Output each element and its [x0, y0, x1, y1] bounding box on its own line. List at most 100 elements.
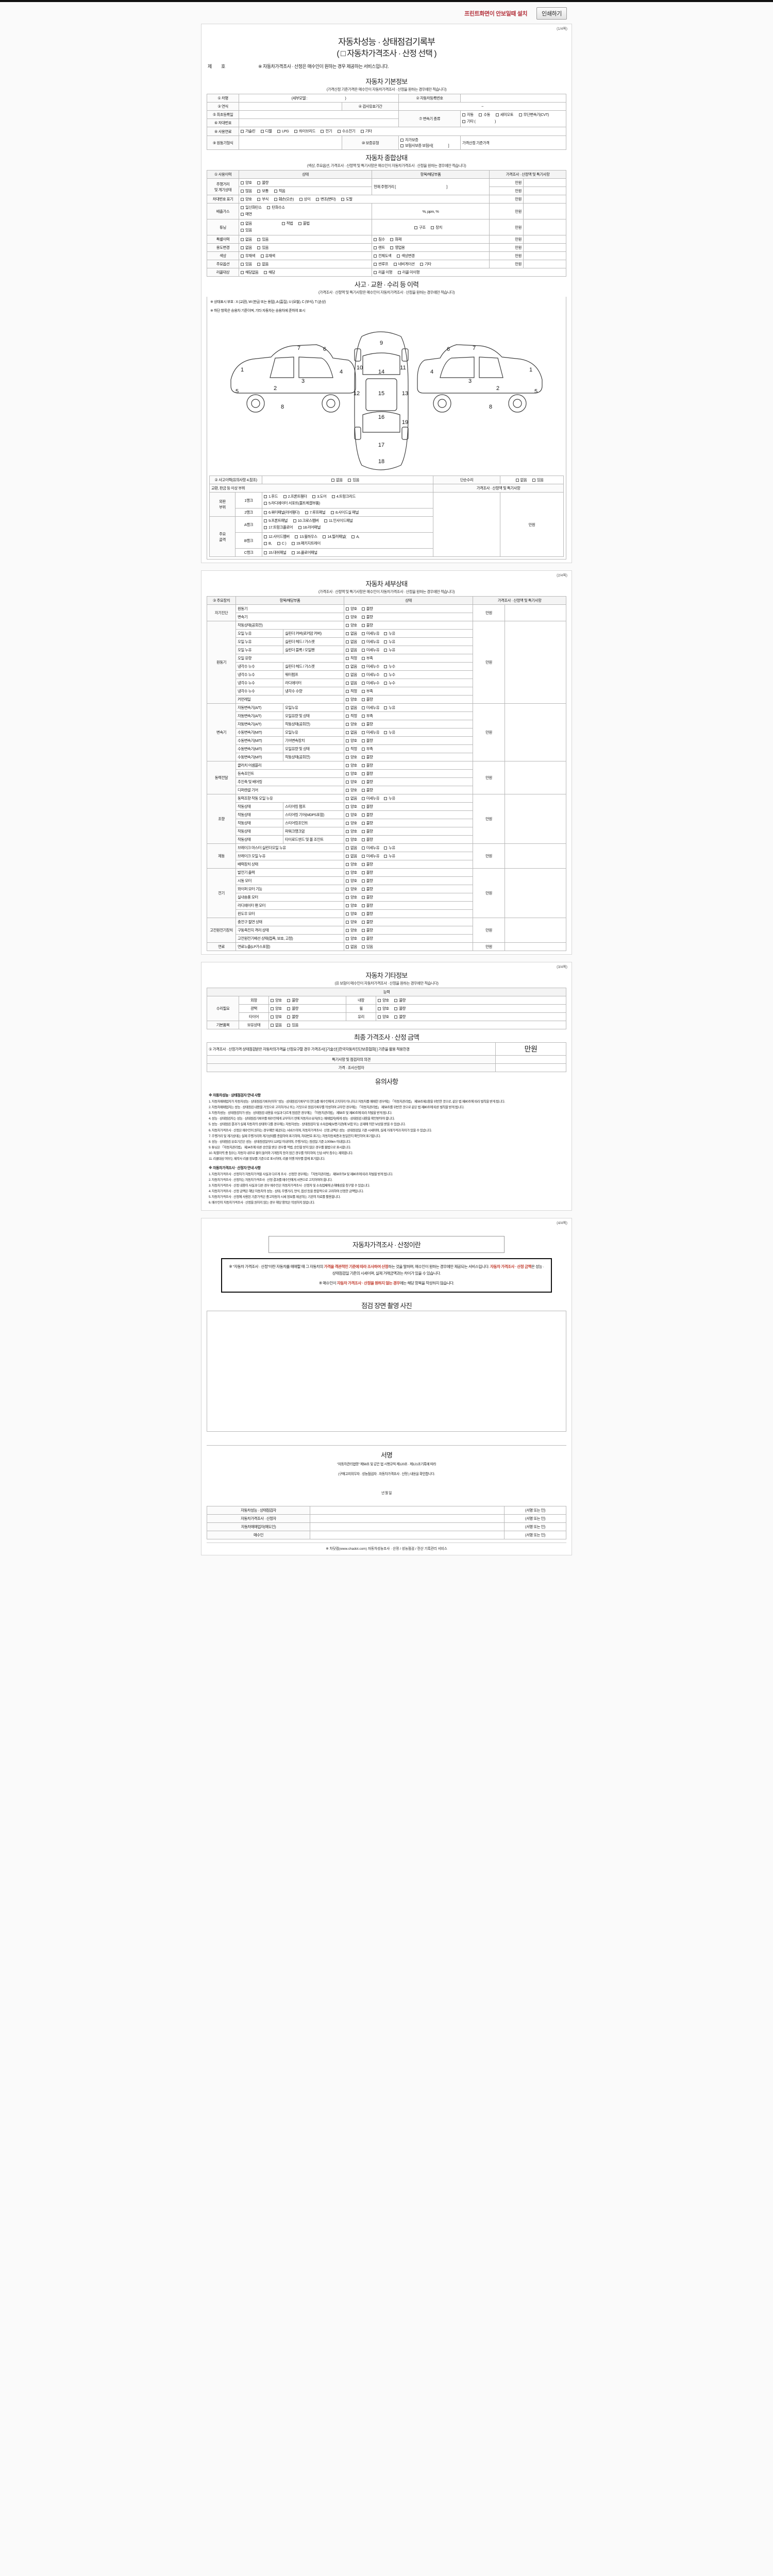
option-state-1[interactable]: 부족: [361, 713, 373, 719]
option-wheel-bad[interactable]: 불량: [394, 1006, 406, 1011]
option-hist-yes[interactable]: 있음: [348, 477, 359, 483]
checkbox-icon[interactable]: [374, 271, 377, 275]
option-side-sill-panel[interactable]: 8.사이드실 패널: [331, 510, 359, 515]
option-int-good[interactable]: 양호: [378, 997, 389, 1003]
checkbox-icon[interactable]: [361, 945, 365, 949]
detail-state-cell[interactable]: 양호 불량: [344, 695, 474, 704]
state-recall[interactable]: 해당없음 해당: [239, 268, 372, 277]
detail-state-cell[interactable]: 양호 불량: [344, 761, 474, 770]
checkbox-icon[interactable]: [257, 263, 261, 266]
print-button[interactable]: 인쇄하기: [536, 7, 567, 20]
checkbox-icon[interactable]: [384, 855, 388, 858]
option-state-2[interactable]: 누유: [384, 647, 395, 653]
checkbox-icon[interactable]: [346, 781, 349, 784]
option-color-change[interactable]: 색상변경: [397, 253, 415, 259]
checkbox-icon[interactable]: [361, 822, 365, 825]
part-recall[interactable]: 리콜 이행 리콜 미이행: [372, 268, 566, 277]
option-state-1[interactable]: 불량: [361, 812, 373, 818]
detail-state-cell[interactable]: 양호 불량: [344, 918, 474, 927]
option-state-1[interactable]: 불량: [361, 622, 373, 628]
detail-state-cell[interactable]: 없음 있음: [344, 942, 474, 952]
checkbox-icon[interactable]: [400, 139, 404, 142]
option-state-2[interactable]: 누수: [384, 664, 395, 669]
checkbox-icon[interactable]: [346, 607, 349, 611]
option-state-2[interactable]: 누유: [384, 639, 395, 645]
detail-price-value[interactable]: [505, 761, 566, 795]
signature-input[interactable]: [310, 1505, 505, 1515]
checkbox-icon[interactable]: [346, 879, 349, 883]
checkbox-icon[interactable]: [257, 181, 261, 185]
option-state-0[interactable]: 양호: [346, 820, 357, 826]
option-tire-bad[interactable]: 불량: [287, 1014, 298, 1020]
checkbox-icon[interactable]: [264, 519, 267, 523]
option-state-0[interactable]: 양호: [346, 886, 357, 892]
option-state-0[interactable]: 양호: [346, 812, 357, 818]
option-state-0[interactable]: 양호: [346, 779, 357, 785]
value-fuel[interactable]: 가솔린 디젤 LPG 하이브리드 전기 수소전기 기타: [239, 126, 566, 137]
checkbox-icon[interactable]: [351, 535, 355, 539]
checkbox-icon[interactable]: [346, 921, 349, 924]
checkbox-icon[interactable]: [361, 715, 365, 718]
checkbox-icon[interactable]: [384, 706, 388, 710]
option-state-0[interactable]: 없음: [346, 795, 357, 801]
state-mileage[interactable]: 양호 불량: [239, 178, 372, 188]
option-state-1[interactable]: 불량: [361, 779, 373, 785]
option-emission-0[interactable]: 일산화탄소: [241, 205, 262, 211]
checkbox-icon[interactable]: [361, 731, 365, 735]
option-state-0[interactable]: 양호: [346, 828, 357, 834]
option-state-2[interactable]: 누유: [384, 705, 395, 710]
option-opt-1[interactable]: 없음: [257, 261, 268, 267]
checkbox-icon[interactable]: [241, 206, 244, 210]
option-state-1[interactable]: 미세누유: [361, 795, 380, 801]
checkbox-icon[interactable]: [298, 222, 301, 226]
checkbox-icon[interactable]: [346, 838, 349, 842]
checkbox-icon[interactable]: [346, 814, 349, 817]
option-state-0[interactable]: 없음: [346, 853, 357, 859]
checkbox-icon[interactable]: [346, 789, 349, 792]
option-floor-panel[interactable]: 16.플로어패널: [291, 550, 317, 555]
option-tuning-legal[interactable]: 적법: [281, 221, 293, 227]
detail-state-cell[interactable]: 없음 미세누수 누수: [344, 662, 474, 671]
checkbox-icon[interactable]: [361, 805, 365, 809]
checkbox-icon[interactable]: [264, 542, 267, 546]
checkbox-icon[interactable]: [264, 535, 267, 539]
option-wheel-house[interactable]: 13.휠하우스: [295, 534, 317, 540]
option-flood[interactable]: 침수: [374, 236, 385, 242]
option-state-0[interactable]: 양호: [346, 754, 357, 760]
option-state-0[interactable]: 양호: [346, 878, 357, 884]
state-special-history[interactable]: 없음 있음: [239, 235, 372, 244]
checkbox-icon[interactable]: [346, 748, 349, 751]
checkbox-icon[interactable]: [283, 495, 287, 499]
option-glass-good[interactable]: 양호: [378, 1014, 389, 1020]
option-state-1[interactable]: 불량: [361, 828, 373, 834]
checkbox-icon[interactable]: [277, 129, 280, 133]
checkbox-icon[interactable]: [277, 542, 280, 546]
checkbox-icon[interactable]: [346, 863, 349, 867]
checkbox-icon[interactable]: [400, 144, 404, 148]
option-ext-good[interactable]: 양호: [271, 997, 282, 1003]
option-state-1[interactable]: 불량: [361, 919, 373, 925]
option-fuel-1[interactable]: 디젤: [260, 128, 272, 135]
option-fuel-6[interactable]: 기타: [360, 128, 372, 135]
part-emission[interactable]: %, ppm, %: [372, 203, 490, 220]
option-recall-pending[interactable]: 리콜 미이행: [397, 269, 419, 275]
option-recall-1[interactable]: 해당: [264, 269, 275, 275]
signature-input[interactable]: [310, 1514, 505, 1523]
checkbox-icon[interactable]: [257, 238, 261, 242]
checkbox-icon[interactable]: [378, 1007, 381, 1011]
checkbox-icon[interactable]: [331, 495, 335, 499]
items-rank-a[interactable]: 9.프론트패널 10.크로스멤버 11.인사이드패널 17.트렁크플로어 18.…: [262, 516, 434, 533]
detail-state-cell[interactable]: 양호 불량: [344, 802, 474, 811]
option-state-2[interactable]: 누유: [384, 730, 395, 735]
option-state-1[interactable]: 불량: [361, 911, 373, 917]
items-rank-c[interactable]: 15.대쉬패널 16.플로어패널: [262, 548, 434, 557]
option-sunroof[interactable]: 썬루프: [374, 261, 389, 267]
detail-state-cell[interactable]: 양호 불량: [344, 901, 474, 910]
option-state-1[interactable]: 불량: [361, 820, 373, 826]
option-state-2[interactable]: 누유: [384, 795, 395, 801]
checkbox-icon[interactable]: [293, 519, 296, 523]
value-price-assessor[interactable]: [495, 1063, 566, 1073]
option-state-1[interactable]: 불량: [361, 738, 373, 743]
option-state-0[interactable]: 양호: [346, 837, 357, 842]
detail-state-cell[interactable]: 양호 불량: [344, 868, 474, 877]
